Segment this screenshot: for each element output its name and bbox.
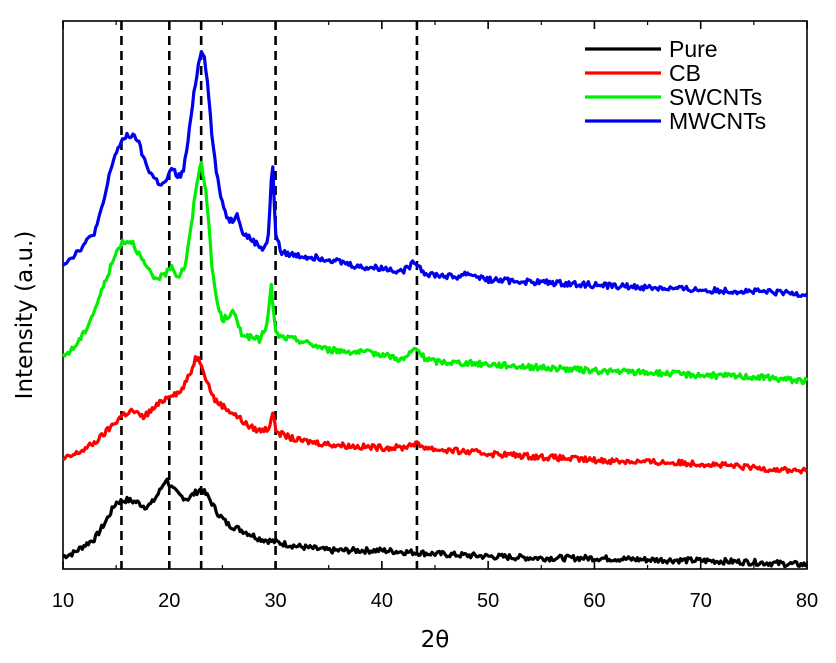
legend-label-mwcnts: MWCNTs bbox=[669, 108, 766, 134]
series-line-pure bbox=[62, 477, 808, 569]
y-axis-title: Intensity (a.u.) bbox=[12, 231, 38, 400]
x-tick-label: 30 bbox=[264, 590, 286, 612]
x-tick-label: 10 bbox=[52, 590, 74, 612]
x-tick-label: 80 bbox=[796, 590, 818, 612]
x-tick-label: 50 bbox=[477, 590, 499, 612]
series-line-swcnts bbox=[61, 160, 809, 386]
series-layer bbox=[61, 49, 809, 569]
x-tick-label: 20 bbox=[158, 590, 180, 612]
legend-label-swcnts: SWCNTs bbox=[669, 84, 762, 110]
series-line-mwcnts bbox=[61, 49, 809, 298]
legend-label-pure: Pure bbox=[669, 36, 718, 62]
legend-label-cb: CB bbox=[669, 60, 701, 86]
x-tick-label: 70 bbox=[690, 590, 712, 612]
series-line-cb bbox=[62, 355, 808, 475]
axis-ticks bbox=[62, 21, 808, 569]
reference-lines bbox=[120, 21, 419, 569]
x-tick-labels: 10 20 30 40 50 60 70 80 bbox=[52, 590, 818, 612]
x-tick-label: 60 bbox=[583, 590, 605, 612]
x-axis-title: 2θ bbox=[421, 627, 450, 653]
x-tick-label: 40 bbox=[371, 590, 393, 612]
